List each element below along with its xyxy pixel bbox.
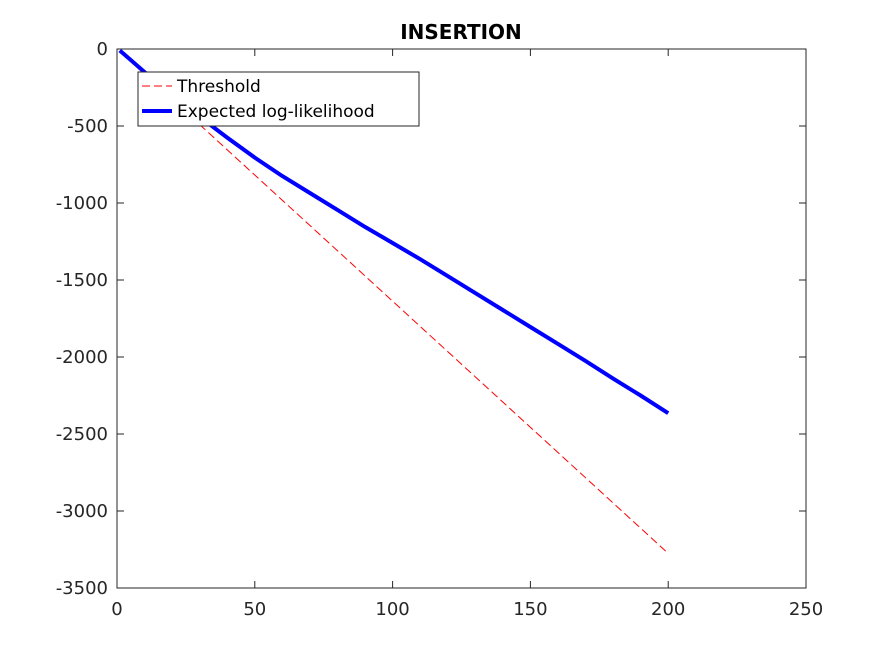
x-tick-label: 0 <box>111 599 122 620</box>
x-tick-label: 200 <box>651 599 685 620</box>
y-tick-label: -3000 <box>56 501 108 522</box>
legend-box <box>137 71 420 127</box>
axis-ticks: 0 50 100 150 200 250 0 -500 -1000 -1500 -2000 -2500… <box>56 39 823 620</box>
x-tick-label: 50 <box>243 599 266 620</box>
plot-area-frame <box>116 48 807 589</box>
y-tick-label: 0 <box>97 39 108 60</box>
y-tick-label: -2500 <box>56 424 108 445</box>
legend-label-expected-log-likelihood: Expected log-likelihood <box>177 102 375 122</box>
y-tick-label: -1000 <box>56 193 108 214</box>
legend-label-threshold: Threshold <box>176 77 261 97</box>
x-tick-label: 100 <box>375 599 409 620</box>
series-line-threshold <box>119 51 669 554</box>
chart-title: INSERTION <box>400 20 522 44</box>
y-tick-label: -500 <box>67 116 108 137</box>
x-tick-label: 250 <box>789 599 823 620</box>
legend: Threshold Expected log-likelihood <box>137 71 420 127</box>
y-tick-label: -2000 <box>56 347 108 368</box>
y-tick-label: -1500 <box>56 270 108 291</box>
y-tick-label: -3500 <box>56 578 108 599</box>
x-tick-label: 150 <box>513 599 547 620</box>
